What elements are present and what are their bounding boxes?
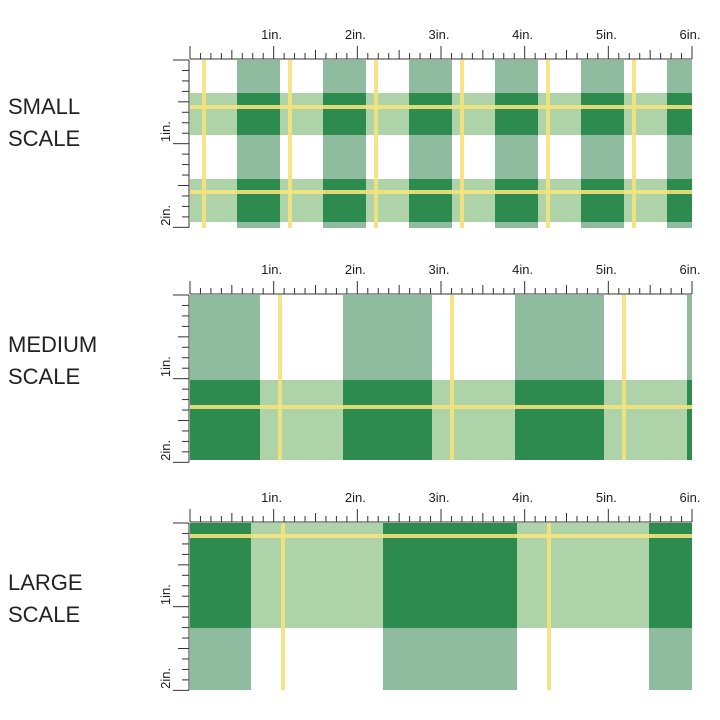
ruler-label: 6in. [680, 490, 701, 505]
ruler-label: 1in. [261, 490, 282, 505]
scale-label: SCALE [8, 364, 80, 389]
yellow-stripe [190, 105, 692, 109]
ruler-label: 6in. [680, 27, 701, 42]
fabric-swatch [190, 295, 692, 460]
yellow-stripe [190, 405, 692, 409]
band-crossing [687, 380, 692, 460]
band-crossing [323, 93, 366, 135]
band-crossing [190, 380, 260, 460]
ruler-label: 5in. [596, 262, 617, 277]
ruler-label: 1in. [158, 121, 173, 142]
band-crossing [581, 179, 624, 222]
band-crossing [581, 93, 624, 135]
band-crossing [237, 93, 280, 135]
scale-label: SCALE [8, 126, 80, 151]
yellow-stripe [450, 295, 454, 460]
band-crossing [323, 179, 366, 222]
ruler-label: 5in. [596, 490, 617, 505]
pattern [190, 523, 692, 690]
ruler-label: 2in. [345, 262, 366, 277]
ruler-label: 1in. [261, 262, 282, 277]
ruler-label: 3in. [429, 490, 450, 505]
yellow-stripe [632, 60, 636, 228]
yellow-stripe [190, 190, 692, 194]
band-crossing [495, 179, 538, 222]
ruler-label: 1in. [158, 584, 173, 605]
pattern [190, 60, 692, 228]
band-crossing [190, 523, 251, 628]
pattern [190, 295, 692, 460]
ruler-label: 1in. [261, 27, 282, 42]
vertical-band [687, 295, 692, 460]
yellow-stripe [547, 523, 551, 690]
fabric-swatch [190, 523, 692, 690]
yellow-stripe [374, 60, 378, 228]
yellow-stripe [281, 523, 285, 690]
fabric-swatch [190, 60, 692, 228]
yellow-stripe [288, 60, 292, 228]
ruler-label: 1in. [158, 356, 173, 377]
ruler-label: 2in. [345, 490, 366, 505]
band-crossing [237, 179, 280, 222]
ruler-label: 2in. [158, 668, 173, 689]
band-crossing [667, 93, 692, 135]
ruler-label: 3in. [429, 262, 450, 277]
ruler-label: 4in. [512, 27, 533, 42]
ruler-label: 2in. [158, 440, 173, 461]
yellow-stripe [278, 295, 282, 460]
ruler-label: 3in. [429, 27, 450, 42]
ruler-label: 5in. [596, 27, 617, 42]
yellow-stripe [460, 60, 464, 228]
scale-label: SCALE [8, 602, 80, 627]
band-crossing [495, 93, 538, 135]
band-crossing [409, 179, 452, 222]
band-crossing [409, 93, 452, 135]
ruler-label: 4in. [512, 262, 533, 277]
band-crossing [667, 179, 692, 222]
ruler-label: 2in. [158, 205, 173, 226]
ruler-label: 2in. [345, 27, 366, 42]
band-crossing [515, 380, 604, 460]
ruler-label: 4in. [512, 490, 533, 505]
band-crossing [383, 523, 517, 628]
yellow-stripe [202, 60, 206, 228]
band-crossing [649, 523, 692, 628]
ruler-label: 6in. [680, 262, 701, 277]
yellow-stripe [622, 295, 626, 460]
scale-label: MEDIUM [8, 332, 97, 357]
yellow-stripe [190, 534, 692, 538]
band-crossing [343, 380, 432, 460]
scale-label: SMALL [8, 94, 80, 119]
yellow-stripe [546, 60, 550, 228]
scale-label: LARGE [8, 570, 83, 595]
horizontal-band [190, 380, 692, 460]
